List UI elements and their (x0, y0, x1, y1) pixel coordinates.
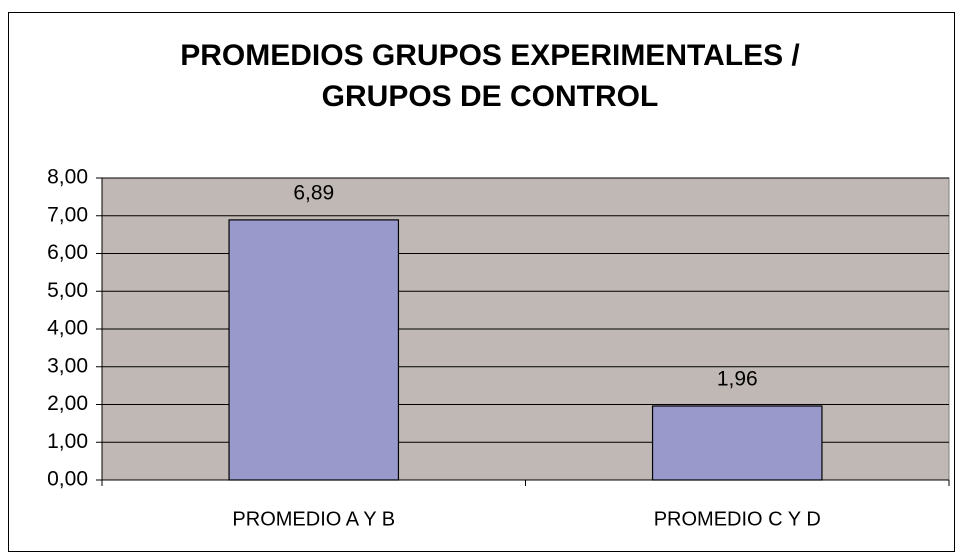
y-tick-label: 3,00 (47, 354, 88, 377)
value-label: 6,89 (293, 181, 334, 204)
y-tick-label: 8,00 (47, 166, 88, 189)
chart-title: PROMEDIOS GRUPOS EXPERIMENTALES / (180, 39, 800, 72)
y-tick-label: 6,00 (47, 241, 88, 264)
y-tick-label: 5,00 (47, 279, 88, 302)
y-tick-label: 2,00 (47, 392, 88, 415)
chart-title: GRUPOS DE CONTROL (322, 80, 659, 113)
bar (651, 405, 823, 481)
x-tick-label: PROMEDIO C Y D (654, 508, 821, 530)
bar (228, 219, 400, 481)
y-tick-label: 0,00 (47, 468, 88, 491)
value-label: 1,96 (717, 368, 758, 391)
y-tick-label: 7,00 (47, 203, 88, 226)
y-tick-label: 4,00 (47, 317, 88, 340)
x-tick-label: PROMEDIO A Y B (232, 508, 395, 530)
y-tick-label: 1,00 (47, 430, 88, 453)
